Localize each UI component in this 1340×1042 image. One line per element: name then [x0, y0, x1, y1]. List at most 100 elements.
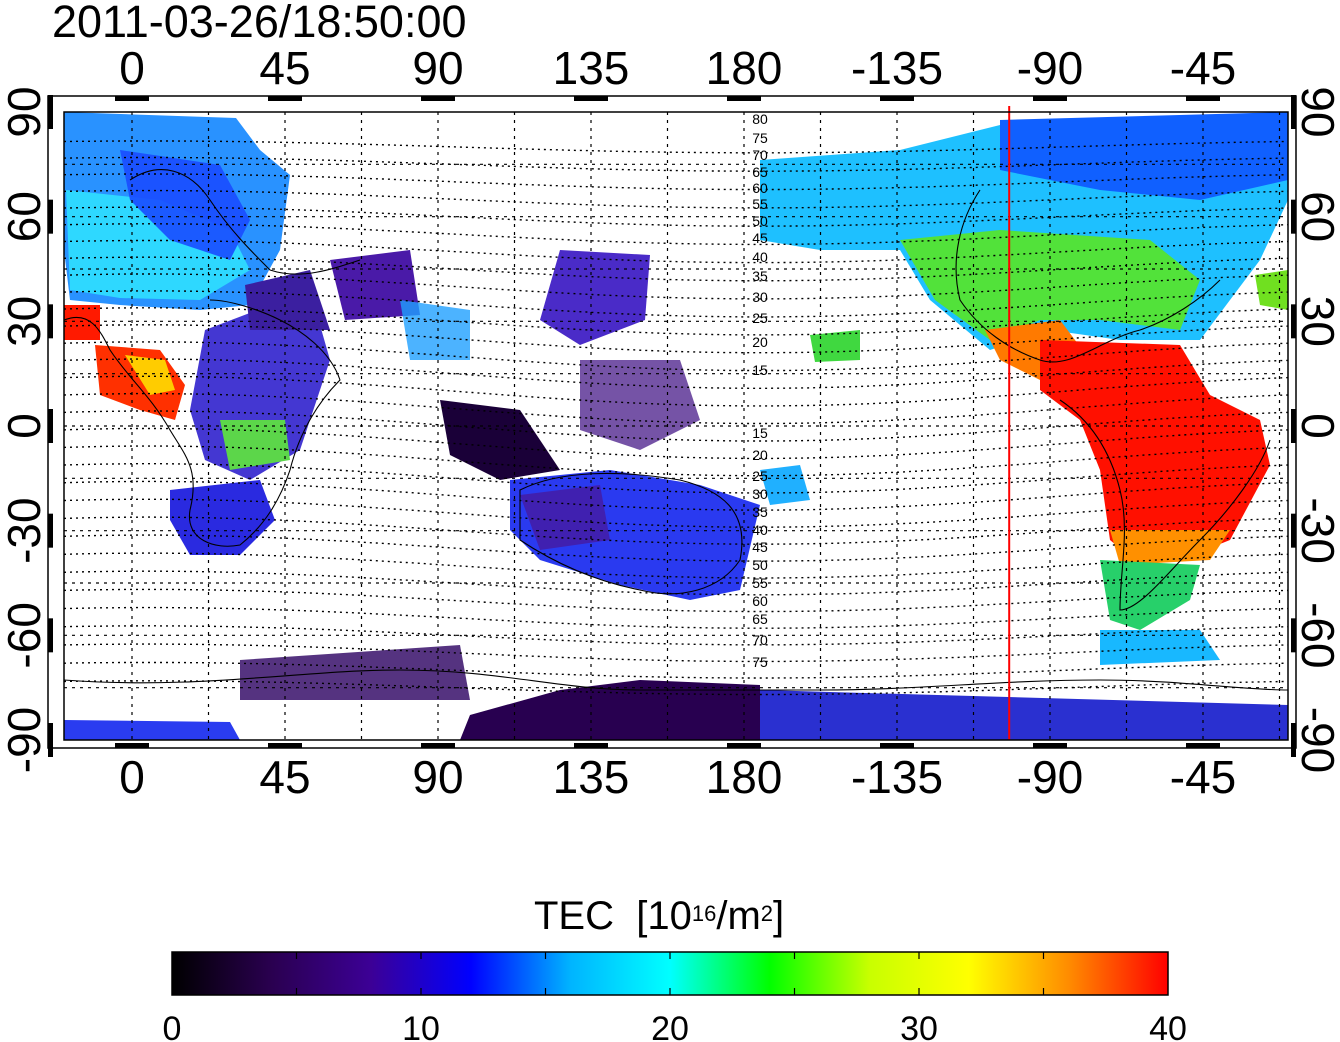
lon-tick-top: [880, 96, 914, 101]
lon-label-bottom: -45: [1170, 751, 1236, 803]
magnetic-latitude-line: [64, 625, 1288, 646]
lat-label-left: 60: [0, 191, 50, 242]
magnetic-latitude-label: 40: [752, 249, 768, 265]
lon-tick-top: [115, 96, 149, 101]
magnetic-latitude-line: [64, 680, 1288, 696]
magnetic-latitude-line: [64, 552, 1288, 579]
axis-ticks: 0 0 45 45 90 90 135 135 180 180 -135 -135 -90 -90 -45 -…: [0, 42, 1340, 803]
magnetic-latitude-label: 30: [752, 486, 768, 502]
tec-data-layer: [64, 112, 1288, 740]
lon-label-top: -90: [1017, 42, 1083, 94]
magnetic-latitude-line: [64, 324, 1288, 354]
lat-label-left: -60: [0, 602, 50, 668]
magnetic-latitude-label: 20: [752, 334, 768, 350]
lat-tick-right: [1291, 304, 1296, 339]
lon-label-bottom: 45: [259, 751, 310, 803]
magnetic-latitude-label: 60: [752, 180, 768, 196]
lon-tick-top: [1186, 96, 1220, 101]
magnetic-latitude-line: [64, 341, 1288, 372]
lat-label-right: -90: [1292, 707, 1340, 773]
magnetic-latitude-line: [64, 480, 1288, 511]
lon-label-bottom: -135: [851, 751, 943, 803]
tec-patch-africa-south: [170, 480, 275, 555]
magnetic-latitude-labels: 8075706560555045403530252015152025303540…: [752, 111, 768, 670]
tec-patch-africa-west-yellow: [125, 355, 175, 395]
magnetic-latitude-line: [64, 410, 1288, 442]
magnetic-latitude-label: 65: [752, 164, 768, 180]
magnetic-latitude-line: [64, 516, 1288, 545]
lon-label-bottom: 0: [119, 751, 145, 803]
tec-patch-drake-passage: [1100, 630, 1220, 665]
magnetic-latitude-line: [64, 307, 1288, 336]
tec-patch-canada-blue: [1000, 112, 1288, 200]
magnetic-latitude-label: 55: [752, 196, 768, 212]
lon-label-top: 135: [553, 42, 630, 94]
magnetic-latitude-label: 75: [752, 654, 768, 670]
magnetic-latitude-label: 70: [752, 632, 768, 648]
lat-label-left: -90: [0, 707, 50, 773]
lat-tick-left: [48, 304, 53, 339]
map-inner-frame: [63, 111, 1289, 741]
tec-patch-s-america-orange: [1110, 530, 1230, 565]
lat-tick-right: [1291, 199, 1296, 234]
lon-label-top: 180: [706, 42, 783, 94]
magnetic-latitude-line: [64, 392, 1288, 425]
lat-label-right: 60: [1292, 191, 1340, 242]
magnetic-latitude-line: [64, 375, 1288, 407]
magnetic-latitude-line: [64, 588, 1288, 613]
lon-label-top: -135: [851, 42, 943, 94]
magnetic-latitude-label: 35: [752, 504, 768, 520]
magnetic-latitude-line: [64, 498, 1288, 528]
lat-tick-left: [48, 513, 53, 548]
lat-tick-left: [48, 618, 53, 653]
tec-patch-antarctic-mid: [240, 645, 470, 700]
lon-label-bottom: 90: [412, 751, 463, 803]
magnetic-latitude-line: [64, 427, 1288, 460]
magnetic-latitude-label: 50: [752, 557, 768, 573]
magnetic-latitude-line: [64, 463, 1288, 494]
magnetic-latitude-label: 45: [752, 230, 768, 246]
lon-label-bottom: 135: [553, 751, 630, 803]
lon-tick-top: [268, 96, 302, 101]
magnetic-latitude-line: [64, 661, 1288, 679]
lat-tick-left: [48, 95, 53, 129]
lat-tick-right: [1291, 618, 1296, 653]
magnetic-latitude-line: [64, 606, 1288, 629]
magnetic-latitude-label: 25: [752, 468, 768, 484]
lon-label-top: 0: [119, 42, 145, 94]
magnetic-latitude-line: [64, 273, 1288, 300]
magnetic-latitude-label: 45: [752, 539, 768, 555]
lon-label-bottom: -90: [1017, 751, 1083, 803]
tec-patch-europe-blue: [120, 150, 250, 260]
magnetic-latitude-label: 25: [752, 310, 768, 326]
magnetic-latitude-label: 60: [752, 593, 768, 609]
magnetic-latitude-label: 20: [752, 447, 768, 463]
lat-label-left: -30: [0, 497, 50, 563]
tec-patch-europe-cyan: [66, 190, 250, 300]
lat-tick-right: [1291, 95, 1296, 129]
colorbar-tick-label: 0: [163, 1010, 182, 1042]
colorbar: [171, 951, 1169, 996]
lat-tick-right: [1291, 723, 1296, 757]
graticule: [64, 112, 1288, 740]
magnetic-latitude-line: [64, 140, 1288, 154]
tec-patch-s-america-south: [1100, 560, 1200, 630]
lon-label-top: 90: [412, 42, 463, 94]
lat-label-right: -30: [1292, 497, 1340, 563]
magnetic-latitude-line: [64, 206, 1288, 227]
tec-patch-asia-2: [540, 250, 650, 345]
colorbar-label: TEC [1016/m2]: [534, 894, 785, 938]
magnetic-latitude-line: [64, 290, 1288, 318]
magnetic-latitude-label: 80: [752, 111, 768, 127]
lat-tick-left: [48, 199, 53, 234]
tec-patch-india: [400, 300, 470, 360]
magnetic-latitude-line: [64, 256, 1288, 282]
tec-patch-antarctic-east: [760, 690, 1288, 740]
colorbar-tick-label: 30: [900, 1010, 938, 1042]
magnetic-latitude-label: 35: [752, 268, 768, 284]
tec-patch-antarctic-west: [64, 720, 240, 740]
lon-label-top: 45: [259, 42, 310, 94]
lon-tick-bottom: [421, 743, 455, 748]
lon-tick-top: [727, 96, 761, 101]
